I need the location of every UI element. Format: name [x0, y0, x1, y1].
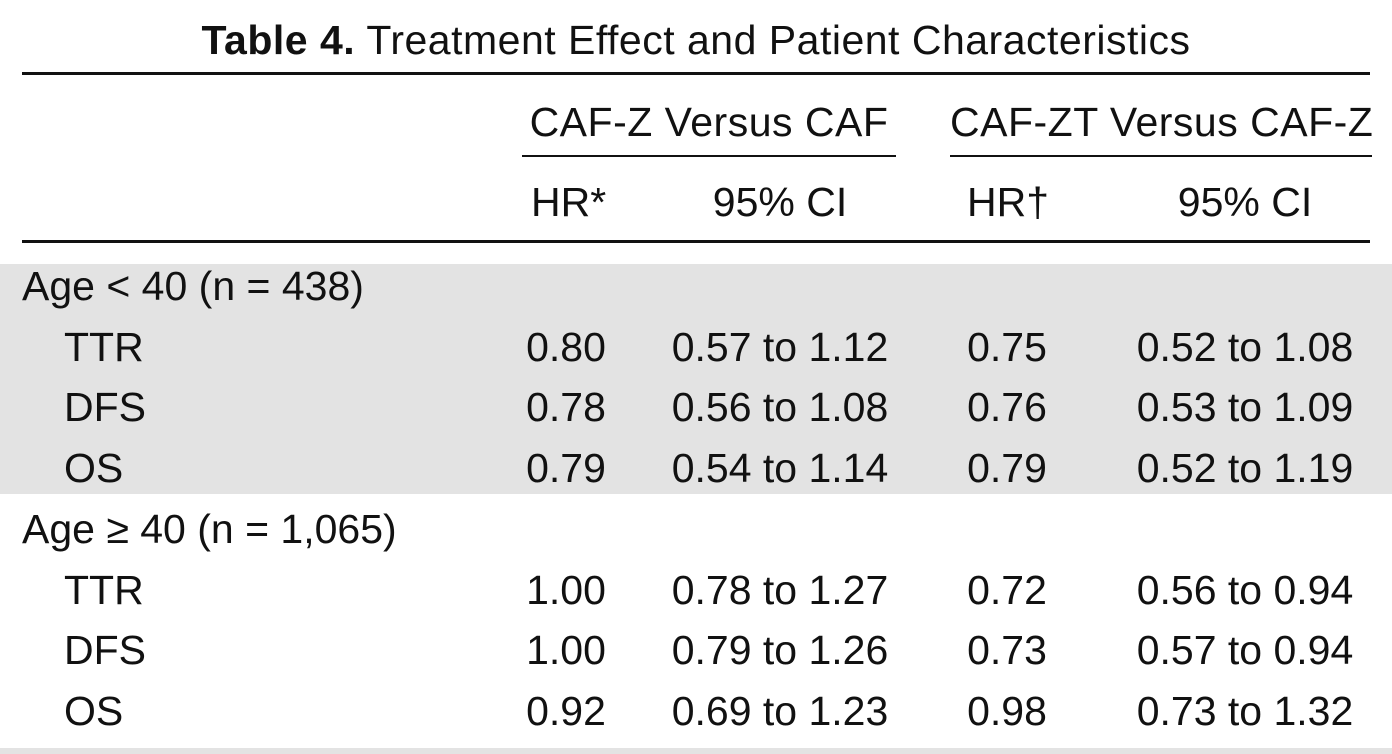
hr-value: 0.98	[967, 688, 1047, 734]
subheader-hr-2: HR†	[967, 179, 1050, 225]
hr-value: 0.78	[526, 384, 606, 430]
hr-value: 0.79	[526, 445, 606, 491]
row-name: OS	[64, 445, 124, 491]
ci-value: 0.56 to 0.94	[1136, 567, 1354, 613]
table-title-label: Table 4.	[201, 17, 356, 63]
row-name: DFS	[64, 627, 146, 673]
hr-value: 0.75	[967, 324, 1047, 370]
subheader-ci-1: 95% CI	[712, 179, 848, 225]
ci-value: 0.79 to 1.26	[671, 627, 889, 673]
group-header-caf-z-vs-caf: CAF-Z Versus CAF	[529, 99, 889, 145]
group-header-caf-zt-vs-caf-z: CAF-ZT Versus CAF-Z	[950, 99, 1374, 145]
hr-value: 0.79	[967, 445, 1047, 491]
hr-value: 0.73	[967, 627, 1047, 673]
ci-value: 0.73 to 1.32	[1136, 688, 1354, 734]
hr-value: 0.76	[967, 384, 1047, 430]
group-rule-2	[950, 155, 1372, 157]
ci-value: 0.78 to 1.27	[671, 567, 889, 613]
row-name: TTR	[64, 324, 144, 370]
row-name: DFS	[64, 384, 146, 430]
table-title: Table 4. Treatment Effect and Patient Ch…	[0, 14, 1392, 66]
subheader-ci-2: 95% CI	[1177, 179, 1313, 225]
ci-value: 0.52 to 1.08	[1136, 324, 1354, 370]
ci-value: 0.57 to 1.12	[671, 324, 889, 370]
hr-value: 0.92	[526, 688, 606, 734]
ci-value: 0.53 to 1.09	[1136, 384, 1354, 430]
subheader-hr-1: HR*	[531, 179, 607, 225]
ci-value: 0.52 to 1.19	[1136, 445, 1354, 491]
header-rule	[22, 240, 1370, 243]
ci-value: 0.56 to 1.08	[671, 384, 889, 430]
hr-value: 0.80	[526, 324, 606, 370]
shaded-band-bottom	[0, 748, 1392, 754]
group-rule-1	[522, 155, 896, 157]
top-rule	[22, 72, 1370, 75]
shaded-band-under-40	[0, 264, 1392, 494]
hr-value: 0.72	[967, 567, 1047, 613]
row-name: OS	[64, 688, 124, 734]
ci-value: 0.69 to 1.23	[671, 688, 889, 734]
row-name: TTR	[64, 567, 144, 613]
ci-value: 0.57 to 0.94	[1136, 627, 1354, 673]
hr-value: 1.00	[526, 627, 606, 673]
table-title-text: Treatment Effect and Patient Characteris…	[355, 17, 1191, 63]
hr-value: 1.00	[526, 567, 606, 613]
section-label-under-40: Age < 40 (n = 438)	[22, 263, 364, 309]
section-label-40-plus: Age ≥ 40 (n = 1,065)	[22, 506, 397, 552]
ci-value: 0.54 to 1.14	[671, 445, 889, 491]
